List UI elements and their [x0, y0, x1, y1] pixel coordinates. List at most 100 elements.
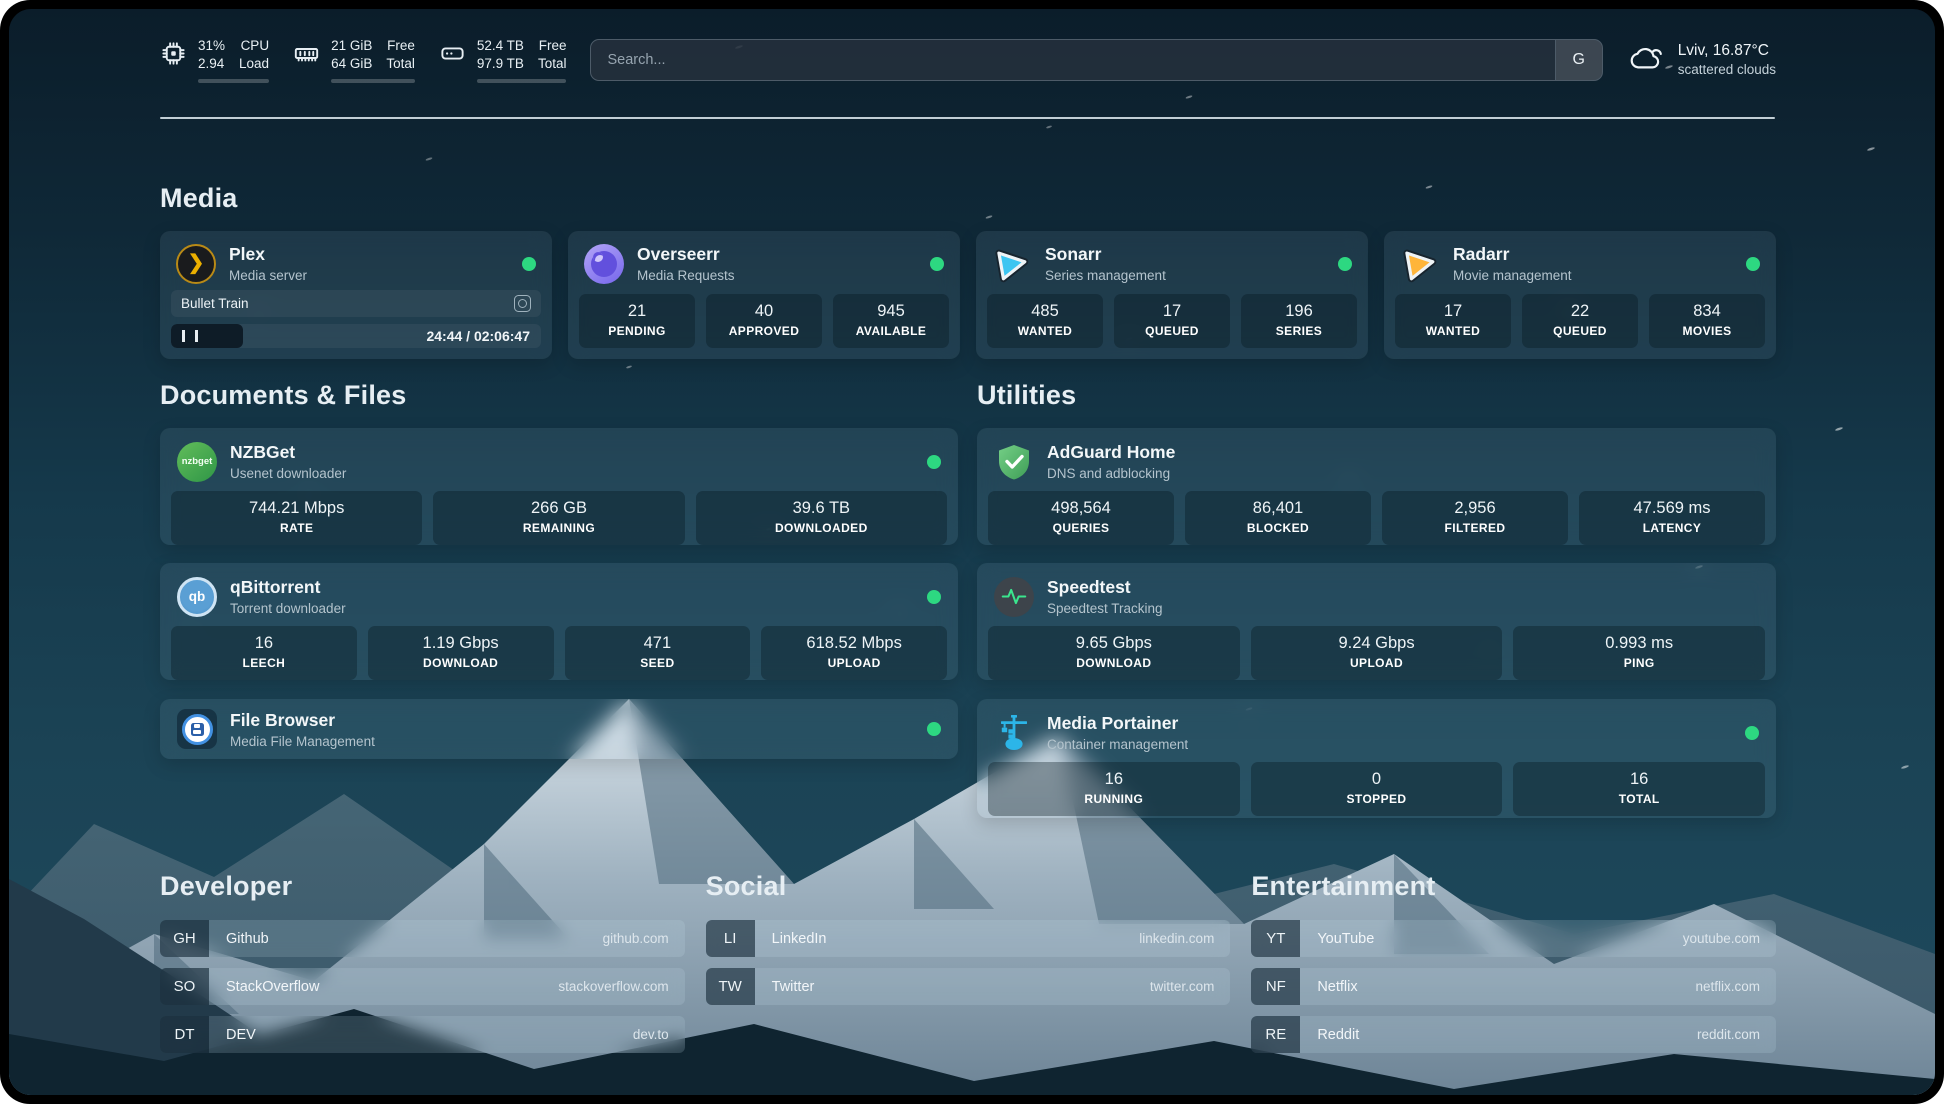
section-heading-utilities: Utilities	[977, 380, 1077, 410]
stat-value: 945	[877, 302, 905, 320]
stat-value: 39.6 TB	[792, 499, 851, 517]
weather-condition: scattered clouds	[1677, 62, 1776, 77]
stat-box: 618.52 Mbps UPLOAD	[761, 626, 947, 680]
app-title: Media Portainer	[1047, 713, 1179, 733]
status-dot	[1746, 256, 1760, 271]
search-input[interactable]	[591, 40, 1555, 80]
stat-label: STOPPED	[1346, 792, 1407, 806]
stat-box: 0 STOPPED	[1250, 762, 1503, 816]
media-cards-row: ❯ Plex Media server Bullet Train	[160, 231, 1776, 359]
overseerr-card[interactable]: Overseerr Media Requests 21 PENDING 40 A…	[568, 231, 960, 359]
bookmark-row-dev[interactable]: DT DEV dev.to	[160, 1016, 685, 1053]
filebrowser-icon	[177, 709, 217, 749]
section-heading-media: Media	[160, 183, 238, 213]
bookmark-row-linkedin[interactable]: LI LinkedIn linkedin.com	[705, 920, 1231, 957]
adguard-icon	[994, 442, 1034, 482]
plex-card[interactable]: ❯ Plex Media server Bullet Train	[160, 231, 552, 359]
stat-value: 266 GB	[531, 499, 587, 517]
bookmark-row-twitter[interactable]: TW Twitter twitter.com	[705, 968, 1231, 1005]
memory-labels: Free Total	[386, 37, 415, 71]
bookmark-url: netflix.com	[1695, 979, 1760, 994]
stat-box: 16 TOTAL	[1513, 762, 1766, 816]
status-dot	[927, 454, 941, 469]
speedtest-icon	[994, 576, 1034, 617]
pause-icon	[182, 329, 198, 342]
bookmark-group-developer: Developer GH Github github.com SO StackO…	[160, 869, 685, 1064]
bookmark-row-stackoverflow[interactable]: SO StackOverflow stackoverflow.com	[160, 968, 685, 1005]
adguard-card[interactable]: AdGuard Home DNS and adblocking 498,564 …	[977, 428, 1776, 545]
stat-box: 47.569 ms LATENCY	[1579, 491, 1765, 545]
plex-icon: ❯	[176, 243, 216, 284]
disk-progress-bar	[476, 78, 567, 84]
app-subtitle: Usenet downloader	[230, 466, 347, 481]
qbittorrent-icon: qb	[177, 576, 217, 617]
bookmark-group-social: Social LI LinkedIn linkedin.com TW Twitt…	[705, 869, 1231, 1064]
stat-box: 834 MOVIES	[1649, 294, 1765, 348]
status-dot	[927, 722, 941, 736]
status-dot	[522, 256, 536, 271]
portainer-icon	[994, 713, 1034, 753]
playback-progress: 24:44 / 02:06:47	[171, 323, 541, 348]
radarr-card[interactable]: Radarr Movie management 17 WANTED 22 QUE…	[1384, 231, 1776, 359]
stat-label: MOVIES	[1682, 324, 1732, 338]
stat-value: 0.993 ms	[1605, 634, 1674, 652]
app-title: Plex	[229, 244, 265, 264]
stat-label: REMAINING	[522, 521, 596, 535]
stat-value: 16	[1104, 770, 1124, 788]
now-playing-title: Bullet Train	[181, 295, 249, 311]
disk-labels: Free Total	[537, 37, 567, 71]
bookmark-group-entertainment: Entertainment YT YouTube youtube.com NF …	[1251, 869, 1776, 1064]
stat-value: 22	[1570, 302, 1590, 320]
filebrowser-card[interactable]: File Browser Media File Management	[160, 699, 958, 759]
bookmark-name: YouTube	[1317, 930, 1375, 947]
stat-value: 16	[254, 634, 274, 652]
stat-box: 9.65 Gbps DOWNLOAD	[988, 626, 1240, 680]
stat-label: QUERIES	[1052, 521, 1110, 535]
stat-box: 498,564 QUERIES	[988, 491, 1174, 545]
bookmark-row-netflix[interactable]: NF Netflix netflix.com	[1251, 968, 1776, 1005]
app-title: AdGuard Home	[1047, 442, 1176, 462]
bookmark-row-youtube[interactable]: YT YouTube youtube.com	[1251, 920, 1776, 957]
topbar-divider	[160, 117, 1775, 119]
bookmark-row-reddit[interactable]: RE Reddit reddit.com	[1251, 1016, 1776, 1053]
speedtest-card[interactable]: Speedtest Speedtest Tracking 9.65 Gbps D…	[977, 563, 1776, 680]
ram-icon	[293, 37, 320, 84]
video-session-icon	[514, 294, 531, 312]
now-playing-row: Bullet Train	[171, 290, 541, 317]
stat-label: QUEUED	[1553, 324, 1607, 338]
stat-value: 744.21 Mbps	[248, 499, 345, 517]
nzbget-card[interactable]: nzbget NZBGet Usenet downloader 744.21 M…	[160, 428, 958, 545]
stat-label: TOTAL	[1618, 792, 1660, 806]
disk-stat: 52.4 TB 97.9 TB Free Total	[439, 37, 567, 84]
search-engine-button[interactable]: G	[1554, 40, 1602, 80]
bookmark-group-heading: Developer	[160, 871, 293, 901]
app-subtitle: Speedtest Tracking	[1047, 601, 1163, 616]
portainer-card[interactable]: Media Portainer Container management 16 …	[977, 699, 1776, 818]
app-subtitle: Media File Management	[230, 733, 375, 749]
bookmark-name: Reddit	[1317, 1026, 1360, 1043]
stat-label: WANTED	[1017, 324, 1073, 338]
stat-label: WANTED	[1425, 324, 1481, 338]
bookmark-name: LinkedIn	[771, 930, 827, 947]
app-subtitle: Media Requests	[637, 268, 735, 283]
qbittorrent-card[interactable]: qb qBittorrent Torrent downloader 16 LEE…	[160, 563, 958, 680]
stat-label: UPLOAD	[827, 656, 881, 670]
bookmark-group-heading: Entertainment	[1251, 871, 1436, 901]
sonarr-card[interactable]: Sonarr Series management 485 WANTED 17 Q…	[976, 231, 1368, 359]
bookmark-row-github[interactable]: GH Github github.com	[160, 920, 685, 957]
stat-value: 9.24 Gbps	[1338, 634, 1415, 652]
playback-time: 24:44 / 02:06:47	[426, 327, 530, 344]
bookmark-abbr: YT	[1251, 920, 1301, 957]
stat-value: 2,956	[1454, 499, 1496, 517]
app-title: Speedtest	[1047, 577, 1131, 597]
bookmark-abbr: GH	[160, 920, 209, 957]
stat-box: 196 SERIES	[1241, 294, 1357, 348]
stat-label: BLOCKED	[1246, 521, 1310, 535]
status-dot	[927, 589, 941, 604]
stat-value: 17	[1162, 302, 1182, 320]
stat-box: 16 RUNNING	[988, 762, 1240, 816]
bookmark-url: reddit.com	[1696, 1027, 1760, 1042]
overseerr-icon	[584, 243, 624, 284]
app-title: qBittorrent	[230, 577, 321, 597]
stat-label: FILTERED	[1444, 521, 1506, 535]
